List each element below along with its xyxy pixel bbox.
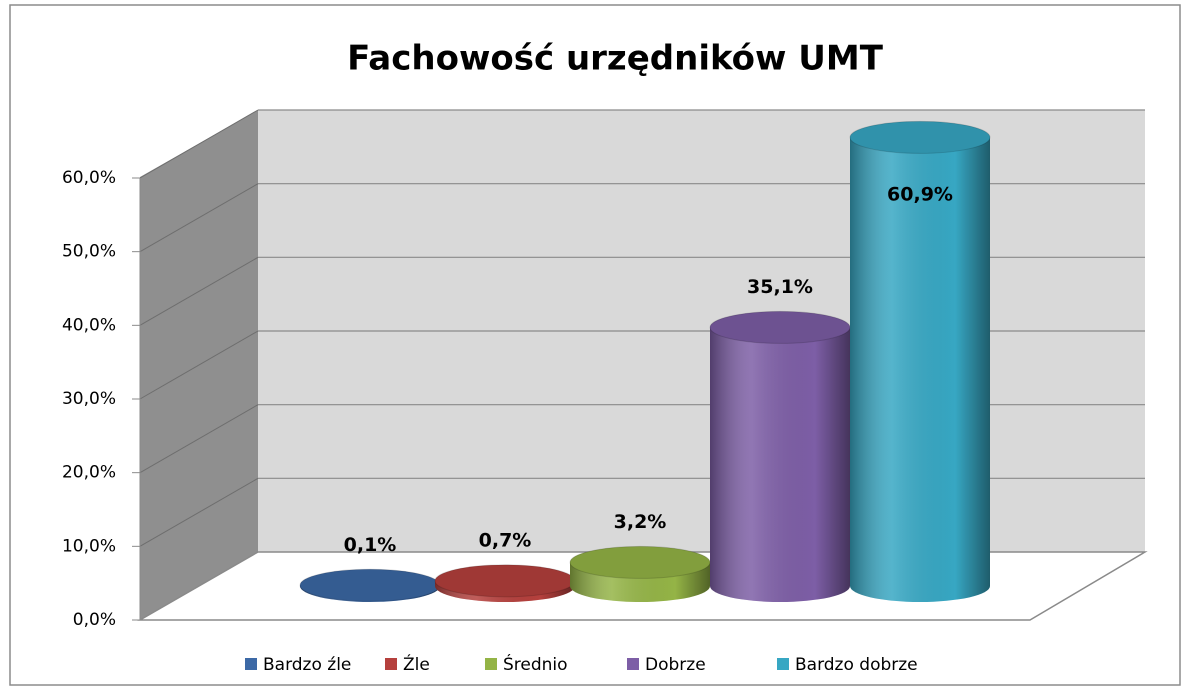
data-label: 35,1% bbox=[747, 276, 813, 298]
grid-line bbox=[139, 330, 259, 400]
grid-line bbox=[139, 256, 259, 326]
y-tick-label: 50,0% bbox=[62, 242, 116, 262]
legend-label: Bardzo dobrze bbox=[795, 655, 918, 675]
grid-line bbox=[139, 404, 259, 474]
y-tick-label: 30,0% bbox=[62, 389, 116, 409]
y-tick-label: 10,0% bbox=[62, 536, 116, 556]
bar-top-shade bbox=[850, 121, 990, 154]
legend-swatch bbox=[485, 658, 497, 670]
grid-line bbox=[139, 109, 259, 179]
legend-swatch bbox=[385, 658, 397, 670]
legend-swatch bbox=[245, 658, 257, 670]
bar-top-shade bbox=[710, 311, 850, 344]
bar-top-shade bbox=[435, 564, 575, 597]
data-label: 3,2% bbox=[614, 511, 667, 533]
data-label: 60,9% bbox=[887, 184, 953, 206]
data-label: 0,7% bbox=[479, 529, 532, 551]
chart-title: Fachowość urzędników UMT bbox=[347, 39, 884, 79]
legend-label: Dobrze bbox=[645, 655, 706, 675]
grid-line bbox=[139, 477, 259, 547]
data-label: 0,1% bbox=[344, 534, 397, 556]
legend-swatch bbox=[627, 658, 639, 670]
grid-line bbox=[139, 183, 259, 253]
bar-top-shade bbox=[570, 546, 710, 579]
bar-shade bbox=[850, 137, 990, 602]
legend-label: Średnio bbox=[503, 653, 568, 675]
y-tick-label: 0,0% bbox=[73, 610, 116, 630]
bar-shade bbox=[710, 327, 850, 602]
bar-top-shade bbox=[300, 569, 440, 602]
legend-label: Źle bbox=[403, 653, 430, 675]
legend-swatch bbox=[777, 658, 789, 670]
legend-label: Bardzo źle bbox=[263, 655, 351, 675]
y-tick-label: 40,0% bbox=[62, 315, 116, 335]
bar-top bbox=[849, 120, 991, 154]
y-tick-label: 20,0% bbox=[62, 463, 116, 483]
y-tick-label: 60,0% bbox=[62, 168, 116, 188]
